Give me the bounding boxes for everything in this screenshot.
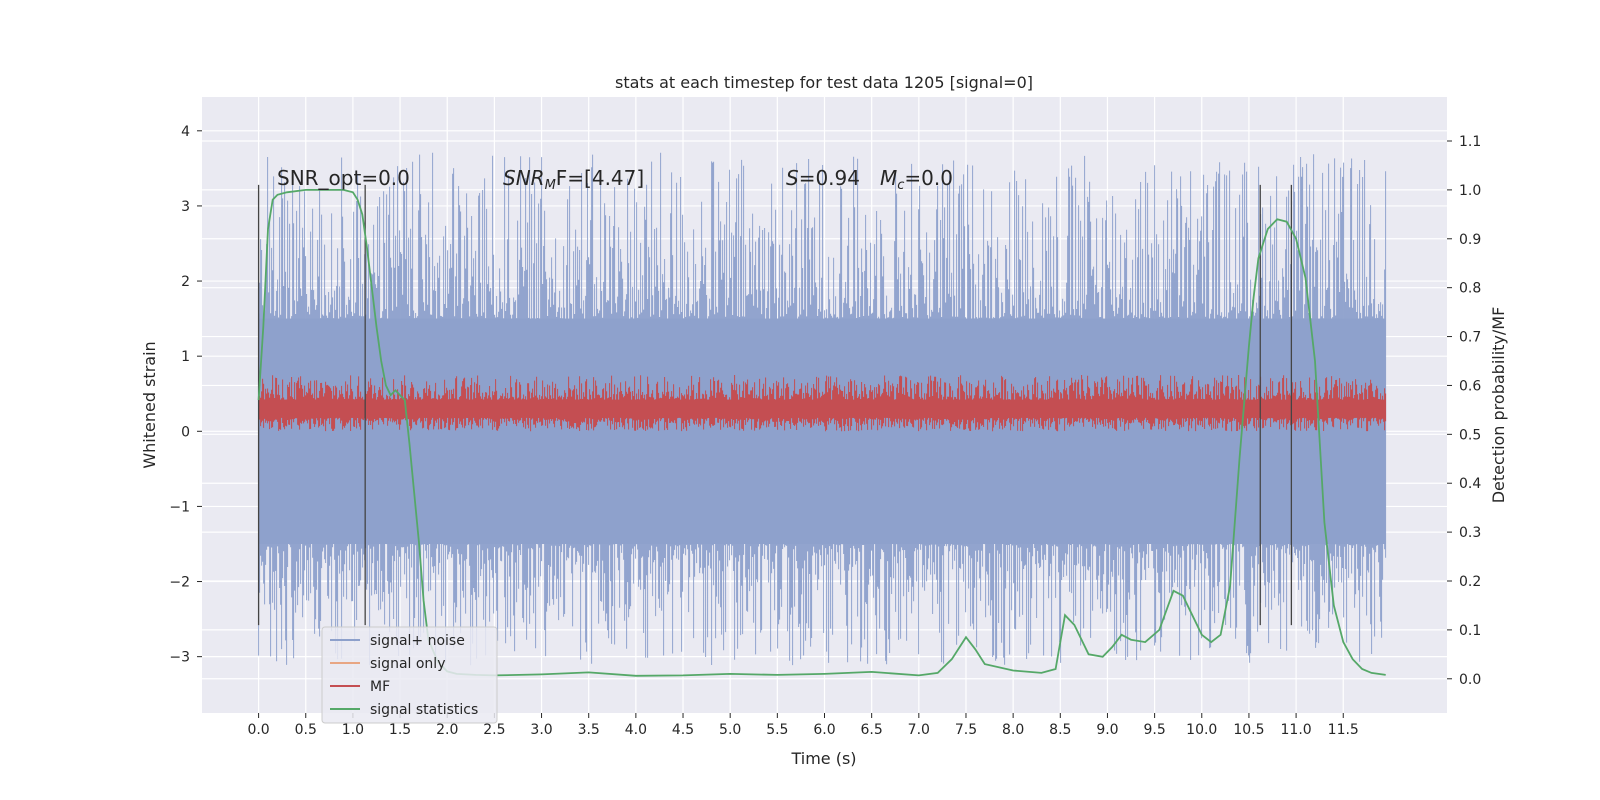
x-tick-label: 4.5 — [672, 722, 694, 738]
y2-axis-label: Detection probability/MF — [1489, 307, 1508, 504]
chart-title: stats at each timestep for test data 120… — [615, 73, 1033, 92]
x-tick-label: 11.0 — [1281, 722, 1312, 738]
y-tick-label: −1 — [169, 499, 190, 515]
x-tick-label: 0.0 — [247, 722, 269, 738]
s-symbol: S — [786, 166, 799, 190]
y-tick-label: 4 — [181, 124, 190, 140]
y2-tick-label: 0.3 — [1459, 525, 1481, 541]
y2-tick-label: 1.1 — [1459, 134, 1481, 150]
s-value: =0.94 — [799, 166, 860, 190]
y-tick-label: 2 — [181, 274, 190, 290]
y2-tick-label: 0.2 — [1459, 574, 1481, 590]
x-tick-label: 0.5 — [295, 722, 317, 738]
legend-label-stat: signal statistics — [370, 702, 478, 718]
y-tick-label: −2 — [169, 575, 190, 591]
y2-tick-label: 0.8 — [1459, 281, 1481, 297]
snr-mf-subscript: M — [545, 178, 556, 193]
legend-box — [321, 626, 498, 724]
y2-axis-ticks: 1.1 1.0 0.9 0.8 0.7 0.6 0.5 0.4 0.3 0.2 0.1 0.0 — [1447, 134, 1481, 688]
x-tick-label: 5.5 — [766, 722, 788, 738]
y2-tick-label: 0.9 — [1459, 232, 1481, 248]
x-tick-label: 2.5 — [483, 722, 505, 738]
y-axis-label: Whitened strain — [140, 341, 159, 468]
signal-noise-series — [258, 152, 1387, 666]
x-tick-label: 11.5 — [1328, 722, 1359, 738]
y2-tick-label: 0.6 — [1459, 378, 1481, 394]
y2-tick-label: 0.0 — [1459, 672, 1481, 688]
y2-tick-label: 0.1 — [1459, 623, 1481, 639]
x-tick-label: 3.5 — [578, 722, 600, 738]
legend-label-mf: MF — [370, 679, 390, 695]
y-tick-label: 1 — [181, 349, 190, 365]
x-tick-label: 6.0 — [813, 722, 835, 738]
mc-symbol: M — [880, 166, 897, 190]
signal-statistics-line — [257, 188, 1386, 677]
snr-mf-value: F=[4.47] — [556, 166, 644, 190]
x-tick-label: 3.0 — [530, 722, 552, 738]
snr-mf-symbol: SNR — [503, 166, 545, 190]
x-tick-label: 10.0 — [1186, 722, 1217, 738]
x-tick-label: 4.0 — [625, 722, 647, 738]
legend: signal+ noise signal only MF signal stat… — [321, 626, 498, 724]
x-tick-label: 10.5 — [1233, 722, 1264, 738]
y2-tick-label: 1.0 — [1459, 183, 1481, 199]
annotation-mc: Mc=0.0 — [880, 166, 953, 193]
annotation-snr-opt: SNR_opt=0.0 — [277, 166, 410, 190]
annotation-s: S=0.94 — [786, 166, 860, 190]
legend-label-signal-only: signal only — [370, 656, 445, 672]
x-tick-label: 2.0 — [436, 722, 458, 738]
vertical-markers — [257, 184, 1293, 626]
y-tick-label: −3 — [169, 650, 190, 666]
y2-tick-label: 0.5 — [1459, 427, 1481, 443]
x-axis-label: Time (s) — [790, 749, 856, 768]
x-tick-label: 9.5 — [1143, 722, 1165, 738]
x-tick-label: 1.5 — [389, 722, 411, 738]
y-tick-label: 0 — [181, 424, 190, 440]
mc-value: =0.0 — [904, 166, 953, 190]
x-tick-label: 1.0 — [342, 722, 364, 738]
mc-subscript: c — [897, 178, 904, 193]
x-tick-label: 8.5 — [1049, 722, 1071, 738]
x-tick-label: 7.5 — [955, 722, 977, 738]
x-tick-label: 7.0 — [908, 722, 930, 738]
x-tick-label: 6.5 — [861, 722, 883, 738]
y2-tick-label: 0.7 — [1459, 330, 1481, 346]
signal-statistics-series — [257, 188, 1386, 677]
y-axis-ticks: 4 3 2 1 0 −1 −2 −3 — [169, 124, 202, 666]
x-tick-label: 5.0 — [719, 722, 741, 738]
x-tick-label: 9.0 — [1096, 722, 1118, 738]
x-tick-label: 8.0 — [1002, 722, 1024, 738]
y-tick-label: 3 — [181, 199, 190, 215]
x-axis-ticks: 0.0 0.5 1.0 1.5 2.0 2.5 3.0 3.5 4.0 4.5 5.0 5.5 6.0 6… — [247, 713, 1359, 738]
y2-tick-label: 0.4 — [1459, 476, 1481, 492]
legend-label-noise: signal+ noise — [370, 633, 465, 649]
annotation-snr-mf: SNRMF=[4.47] — [503, 166, 644, 193]
